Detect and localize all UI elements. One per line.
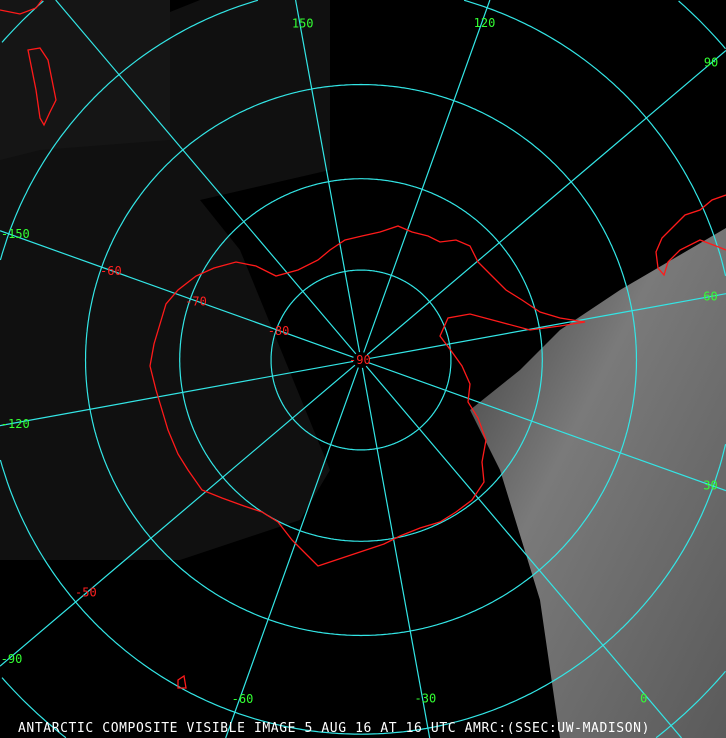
longitude-line	[365, 365, 683, 738]
longitude-label: -120	[1, 417, 30, 431]
longitude-label: 60	[703, 289, 717, 303]
longitude-label: 0	[640, 692, 647, 706]
island	[177, 674, 187, 689]
new-zealand-coastline	[0, 0, 57, 127]
grid-labels: 0 -30 -60 -90 -120 -150 150 120 90 60 30 -90 -80 -70 -…	[1, 16, 719, 706]
longitude-line	[0, 360, 354, 427]
longitude-label: 150	[292, 17, 314, 31]
latitude-circle	[179, 178, 543, 542]
latitude-label: -90	[349, 353, 371, 367]
latitude-label: -50	[75, 585, 97, 599]
latitude-label: -60	[100, 264, 122, 278]
latitude-circle	[270, 269, 452, 451]
longitude-line	[225, 367, 359, 738]
longitude-label: -60	[232, 692, 254, 706]
visible-imagery-region	[470, 228, 726, 738]
longitude-line	[363, 0, 491, 353]
longitude-line	[366, 49, 726, 356]
longitude-line	[0, 230, 354, 358]
longitude-label: -90	[1, 652, 23, 666]
latitude-label: -80	[268, 324, 290, 338]
latitude-circle	[84, 83, 638, 637]
longitude-line	[0, 364, 356, 667]
longitude-line	[361, 367, 431, 738]
longitude-line	[368, 293, 726, 360]
longitude-label: 90	[704, 55, 718, 69]
coastline	[0, 0, 726, 689]
longitude-label: 120	[474, 16, 496, 30]
latitude-label: -70	[185, 294, 207, 308]
longitude-line	[368, 362, 726, 492]
longitude-label: -30	[415, 691, 437, 705]
longitude-line	[294, 0, 361, 353]
image-caption: ANTARCTIC COMPOSITE VISIBLE IMAGE 5 AUG …	[18, 721, 650, 736]
south-america-coastline	[655, 194, 726, 277]
longitude-line	[55, 0, 357, 355]
longitude-label: 30	[703, 478, 717, 492]
longitude-label: -150	[1, 227, 30, 241]
faint-imagery-topleft	[0, 0, 170, 160]
antarctica-coastline	[149, 225, 586, 567]
